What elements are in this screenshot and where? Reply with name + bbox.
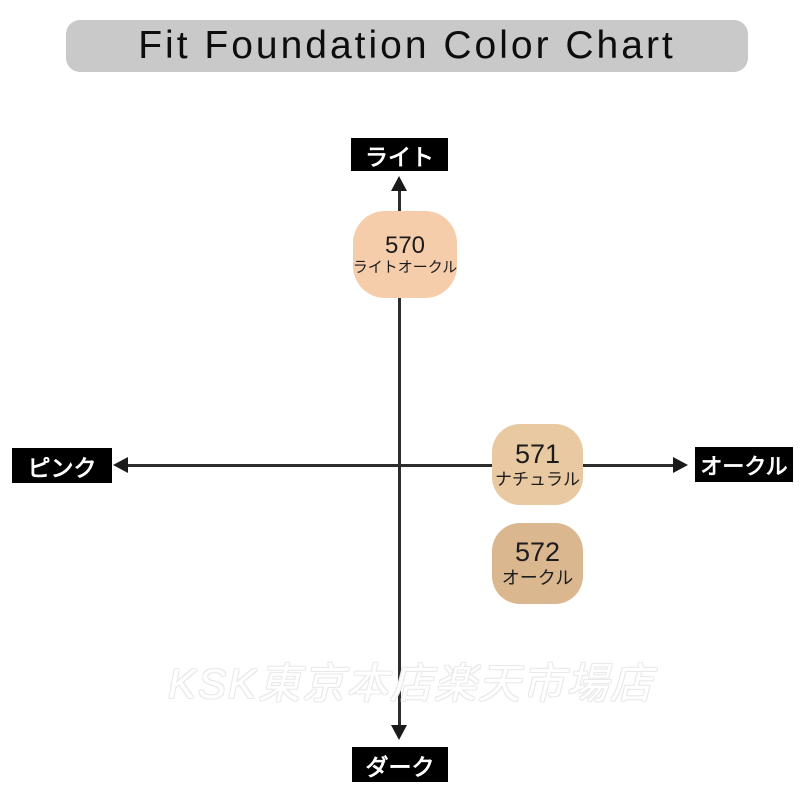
shade-code: 572 xyxy=(514,537,561,568)
axis-label-ochre: オークル xyxy=(695,447,793,482)
shade-name: ナチュラル xyxy=(495,469,580,489)
vertical-axis-line xyxy=(398,188,401,727)
shade-swatch-571: 571 ナチュラル xyxy=(492,424,583,505)
arrow-left-icon xyxy=(113,457,128,473)
axis-label-dark: ダーク xyxy=(352,747,448,782)
shade-code: 570 xyxy=(384,231,426,259)
arrow-right-icon xyxy=(673,457,688,473)
store-watermark: KSK東京本店楽天市場店 xyxy=(168,660,655,707)
shade-code: 571 xyxy=(514,438,561,469)
shade-swatch-570: 570 ライトオークル xyxy=(353,211,457,298)
horizontal-axis-line xyxy=(126,464,675,467)
shade-swatch-572: 572 オークル xyxy=(492,523,583,604)
axis-label-light: ライト xyxy=(351,138,448,171)
shade-name: オークル xyxy=(501,568,574,589)
arrow-up-icon xyxy=(391,176,407,191)
shade-name: ライトオークル xyxy=(352,259,458,277)
arrow-down-icon xyxy=(391,725,407,740)
axis-label-pink: ピンク xyxy=(12,448,112,483)
page-title: Fit Foundation Color Chart xyxy=(138,24,676,67)
chart-title-banner: Fit Foundation Color Chart xyxy=(66,20,748,72)
